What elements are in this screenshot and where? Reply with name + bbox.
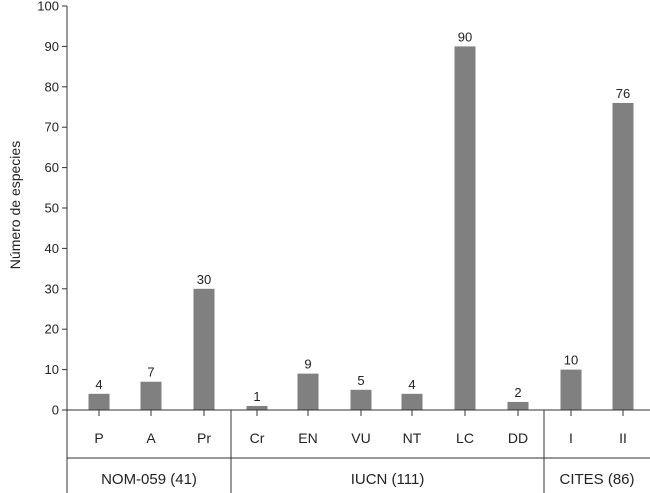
bar-A [140,381,162,410]
y-tick-label: 20 [45,322,59,337]
category-label: I [569,430,573,446]
bar-VU [350,389,372,410]
group-label: IUCN (111) [351,471,425,488]
bar-DD [507,401,529,410]
y-tick-label: 50 [45,201,59,216]
bar-NT [401,393,423,410]
bar-Pr [193,288,215,410]
group-label: NOM-059 (41) [101,471,197,488]
y-tick-label: 100 [37,0,59,14]
category-label: Cr [250,430,265,446]
bar-II [612,102,634,411]
data-label: 7 [147,365,154,380]
y-tick-label: 90 [45,39,59,54]
bar-P [88,393,110,410]
category-label: EN [298,430,317,446]
category-label: II [619,430,627,446]
data-label: 5 [357,373,364,388]
y-tick-label: 0 [52,403,59,418]
data-label: 4 [95,377,102,392]
category-label: DD [508,430,528,446]
bar-LC [454,46,476,411]
data-label: 76 [616,86,630,101]
data-label: 2 [514,385,521,400]
group-label: CITES (86) [559,471,634,488]
bars: 4 7 30 1 9 5 4 90 2 10 76 [88,29,634,411]
data-label: 9 [304,357,311,372]
category-label: VU [351,430,370,446]
data-label: 90 [458,29,472,44]
data-label: 10 [564,353,578,368]
category-label: Pr [197,430,211,446]
y-tick-label: 70 [45,120,59,135]
bar-Cr [246,405,268,410]
category-label: P [94,430,103,446]
y-tick-label: 80 [45,79,59,94]
y-tick-label: 30 [45,281,59,296]
category-label: A [146,430,156,446]
y-tick-label: 40 [45,241,59,256]
y-axis: 0 10 20 30 40 50 60 70 80 90 100 [37,0,68,418]
y-tick-label: 60 [45,160,59,175]
data-label: 30 [197,272,211,287]
bar-I [560,369,582,410]
category-label: NT [403,430,422,446]
data-label: 1 [253,389,260,404]
y-axis-label: Número de especies [7,141,23,269]
y-tick-label: 10 [45,362,59,377]
data-label: 4 [408,377,415,392]
bar-EN [297,373,319,410]
category-label: LC [456,430,474,446]
